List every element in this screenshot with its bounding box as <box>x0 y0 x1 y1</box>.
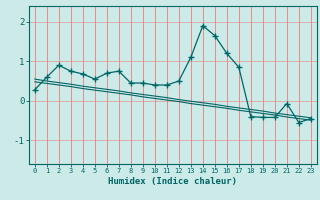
X-axis label: Humidex (Indice chaleur): Humidex (Indice chaleur) <box>108 177 237 186</box>
